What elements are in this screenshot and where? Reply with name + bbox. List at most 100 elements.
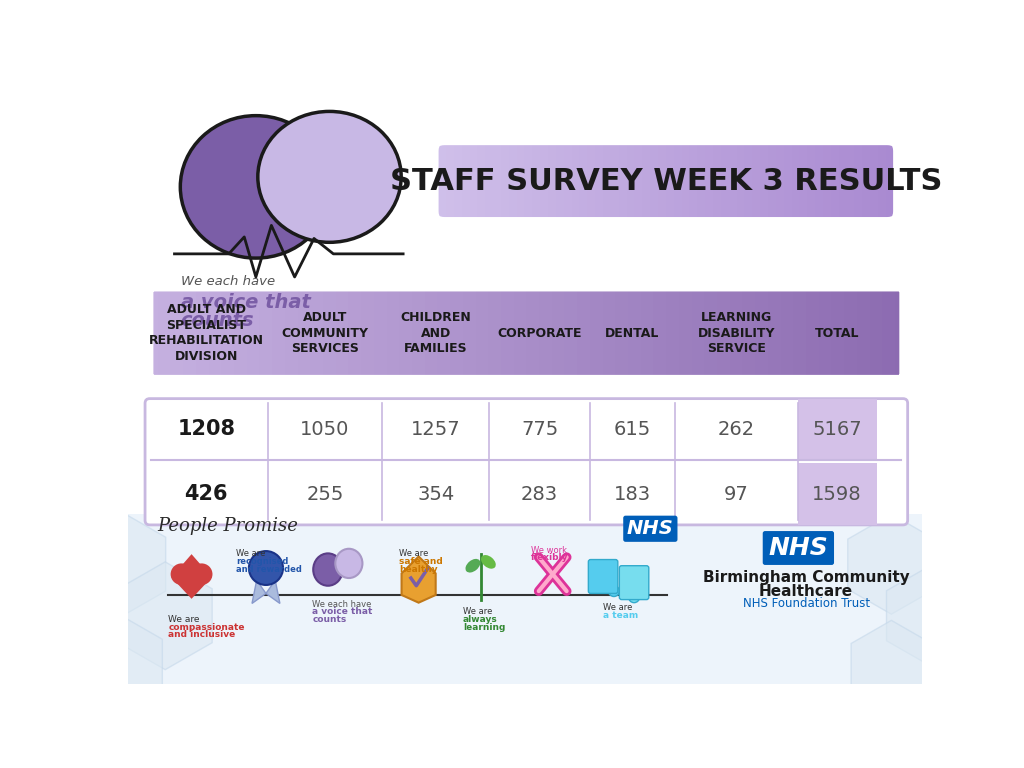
Bar: [705, 283, 718, 383]
Bar: [666, 137, 675, 225]
Text: 1208: 1208: [177, 419, 236, 439]
Bar: [514, 283, 527, 383]
Text: NHS: NHS: [768, 536, 828, 560]
Bar: [807, 137, 816, 225]
Bar: [697, 137, 706, 225]
Text: STAFF SURVEY WEEK 3 RESULTS: STAFF SURVEY WEEK 3 RESULTS: [390, 167, 942, 196]
Bar: [674, 137, 682, 225]
Bar: [564, 137, 572, 225]
Text: 426: 426: [184, 484, 228, 504]
Bar: [361, 283, 375, 383]
Bar: [548, 137, 557, 225]
Text: recognised: recognised: [237, 557, 289, 566]
Bar: [462, 137, 470, 225]
Bar: [667, 283, 680, 383]
Bar: [706, 137, 714, 225]
Bar: [611, 137, 620, 225]
Bar: [310, 283, 324, 383]
Text: People Promise: People Promise: [158, 517, 298, 535]
Bar: [831, 283, 845, 383]
Bar: [717, 283, 730, 383]
Bar: [556, 137, 564, 225]
Bar: [501, 137, 510, 225]
Bar: [595, 137, 604, 225]
Bar: [760, 137, 769, 225]
Bar: [798, 399, 877, 460]
Bar: [742, 283, 756, 383]
Text: 255: 255: [306, 485, 343, 504]
Bar: [689, 137, 698, 225]
Bar: [446, 137, 455, 225]
FancyBboxPatch shape: [589, 560, 617, 594]
Text: and rewarded: and rewarded: [237, 565, 302, 574]
Bar: [552, 283, 565, 383]
Bar: [272, 283, 286, 383]
Bar: [285, 283, 298, 383]
Polygon shape: [72, 510, 166, 618]
Ellipse shape: [190, 564, 212, 585]
Bar: [729, 137, 737, 225]
Bar: [798, 463, 877, 525]
Bar: [603, 137, 611, 225]
Bar: [158, 283, 171, 383]
Bar: [862, 137, 870, 225]
Bar: [635, 137, 643, 225]
Bar: [780, 283, 794, 383]
Bar: [844, 283, 857, 383]
Polygon shape: [75, 614, 163, 714]
Bar: [588, 137, 596, 225]
Bar: [438, 137, 446, 225]
Text: a voice that: a voice that: [180, 293, 310, 312]
Circle shape: [608, 586, 620, 597]
Bar: [454, 137, 463, 225]
Text: CORPORATE: CORPORATE: [498, 326, 582, 339]
Bar: [744, 137, 753, 225]
Ellipse shape: [481, 555, 496, 568]
Circle shape: [629, 592, 640, 603]
Text: We are: We are: [237, 549, 266, 558]
Bar: [776, 137, 784, 225]
FancyBboxPatch shape: [620, 566, 649, 600]
Bar: [209, 283, 222, 383]
Bar: [847, 137, 855, 225]
Circle shape: [249, 551, 283, 585]
Bar: [532, 137, 541, 225]
Text: 183: 183: [614, 485, 651, 504]
Text: 262: 262: [718, 420, 755, 439]
Polygon shape: [851, 621, 932, 713]
Bar: [895, 283, 908, 383]
Bar: [870, 137, 879, 225]
FancyBboxPatch shape: [624, 515, 678, 542]
Bar: [541, 137, 549, 225]
Bar: [894, 137, 902, 225]
Bar: [578, 283, 591, 383]
Text: 615: 615: [614, 420, 651, 439]
Text: flexibly: flexibly: [531, 553, 568, 562]
Bar: [412, 283, 425, 383]
Text: We each have: We each have: [312, 600, 372, 608]
Ellipse shape: [466, 559, 480, 572]
Text: a voice that: a voice that: [312, 607, 373, 616]
Polygon shape: [266, 581, 280, 604]
Bar: [399, 283, 413, 383]
FancyBboxPatch shape: [763, 531, 834, 565]
Bar: [170, 283, 184, 383]
Bar: [800, 137, 808, 225]
Bar: [691, 283, 706, 383]
Bar: [564, 283, 578, 383]
Bar: [463, 283, 476, 383]
Bar: [451, 283, 464, 383]
Bar: [839, 137, 847, 225]
Bar: [783, 137, 793, 225]
Bar: [658, 137, 667, 225]
Bar: [830, 137, 840, 225]
Bar: [580, 137, 588, 225]
Text: 5167: 5167: [812, 420, 862, 439]
Text: TOTAL: TOTAL: [815, 326, 859, 339]
Text: counts: counts: [312, 615, 347, 624]
Polygon shape: [252, 581, 266, 604]
Bar: [517, 137, 525, 225]
Bar: [642, 137, 651, 225]
Bar: [234, 283, 248, 383]
Polygon shape: [848, 514, 935, 614]
